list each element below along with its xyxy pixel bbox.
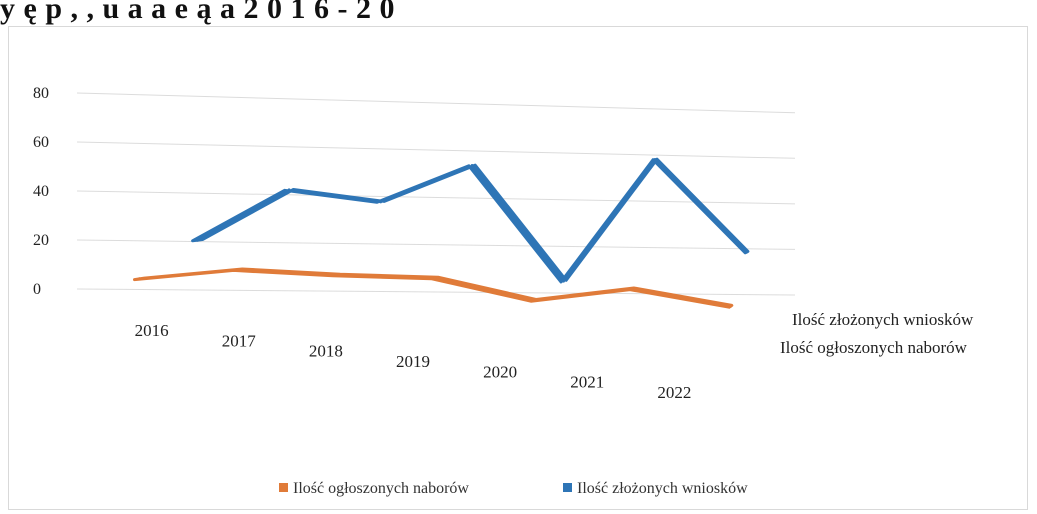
x-tick-label: 2018 xyxy=(309,342,343,361)
series-ribbon xyxy=(191,157,750,284)
legend-label: Ilość złożonych wniosków xyxy=(577,480,748,497)
data-point xyxy=(433,276,437,280)
data-point xyxy=(236,268,240,272)
data-point xyxy=(137,277,141,281)
gridline xyxy=(76,92,796,114)
chart-title: y ę p , , u a a e ą a 2 0 1 6 - 2 0 xyxy=(0,0,395,25)
x-tick-label: 2019 xyxy=(396,352,430,371)
data-point xyxy=(334,273,338,277)
series-ribbon xyxy=(133,267,734,309)
y-tick-label: 20 xyxy=(33,232,49,249)
y-tick-label: 80 xyxy=(33,85,49,102)
gridline xyxy=(76,141,796,159)
data-point xyxy=(630,287,634,291)
line-chart-3d: 0 20 40 60 80 2016 2017 2018 2019 2020 2021 2022 I… xyxy=(33,85,974,497)
series-layer xyxy=(133,157,750,309)
gridline xyxy=(76,288,796,296)
x-tick-label: 2016 xyxy=(135,321,169,340)
legend: Ilość ogłoszonych naborów Ilość złożonych… xyxy=(279,480,748,497)
depth-axis-label: Ilość złożonych wniosków xyxy=(792,310,974,329)
data-point xyxy=(562,279,565,283)
x-tick-label: 2020 xyxy=(483,362,517,381)
data-point xyxy=(729,304,732,308)
legend-swatch xyxy=(563,483,572,492)
y-axis-ticks: 0 20 40 60 80 xyxy=(33,85,49,298)
gridline xyxy=(76,239,796,250)
data-point xyxy=(532,298,535,302)
y-tick-label: 60 xyxy=(33,134,49,151)
data-point xyxy=(196,238,200,242)
x-tick-label: 2017 xyxy=(222,331,257,350)
data-point xyxy=(287,188,291,192)
legend-label: Ilość ogłoszonych naborów xyxy=(293,480,469,497)
data-point xyxy=(470,164,474,167)
chart-frame: 0 20 40 60 80 2016 2017 2018 2019 2020 2021 2022 I… xyxy=(8,26,1028,510)
data-point xyxy=(653,158,657,161)
data-point xyxy=(379,200,383,204)
depth-axis-label: Ilość ogłoszonych naborów xyxy=(780,338,968,357)
x-tick-label: 2022 xyxy=(657,383,691,402)
legend-swatch xyxy=(279,483,288,492)
gridline xyxy=(76,190,796,205)
y-tick-label: 0 xyxy=(33,281,41,298)
data-point xyxy=(745,250,748,254)
x-tick-label: 2021 xyxy=(570,373,604,392)
depth-axis-labels: Ilość złożonych wniosków Ilość ogłoszonyc… xyxy=(780,310,974,357)
x-axis-labels: 2016 2017 2018 2019 2020 2021 2022 xyxy=(135,321,692,402)
y-tick-label: 40 xyxy=(33,183,49,200)
